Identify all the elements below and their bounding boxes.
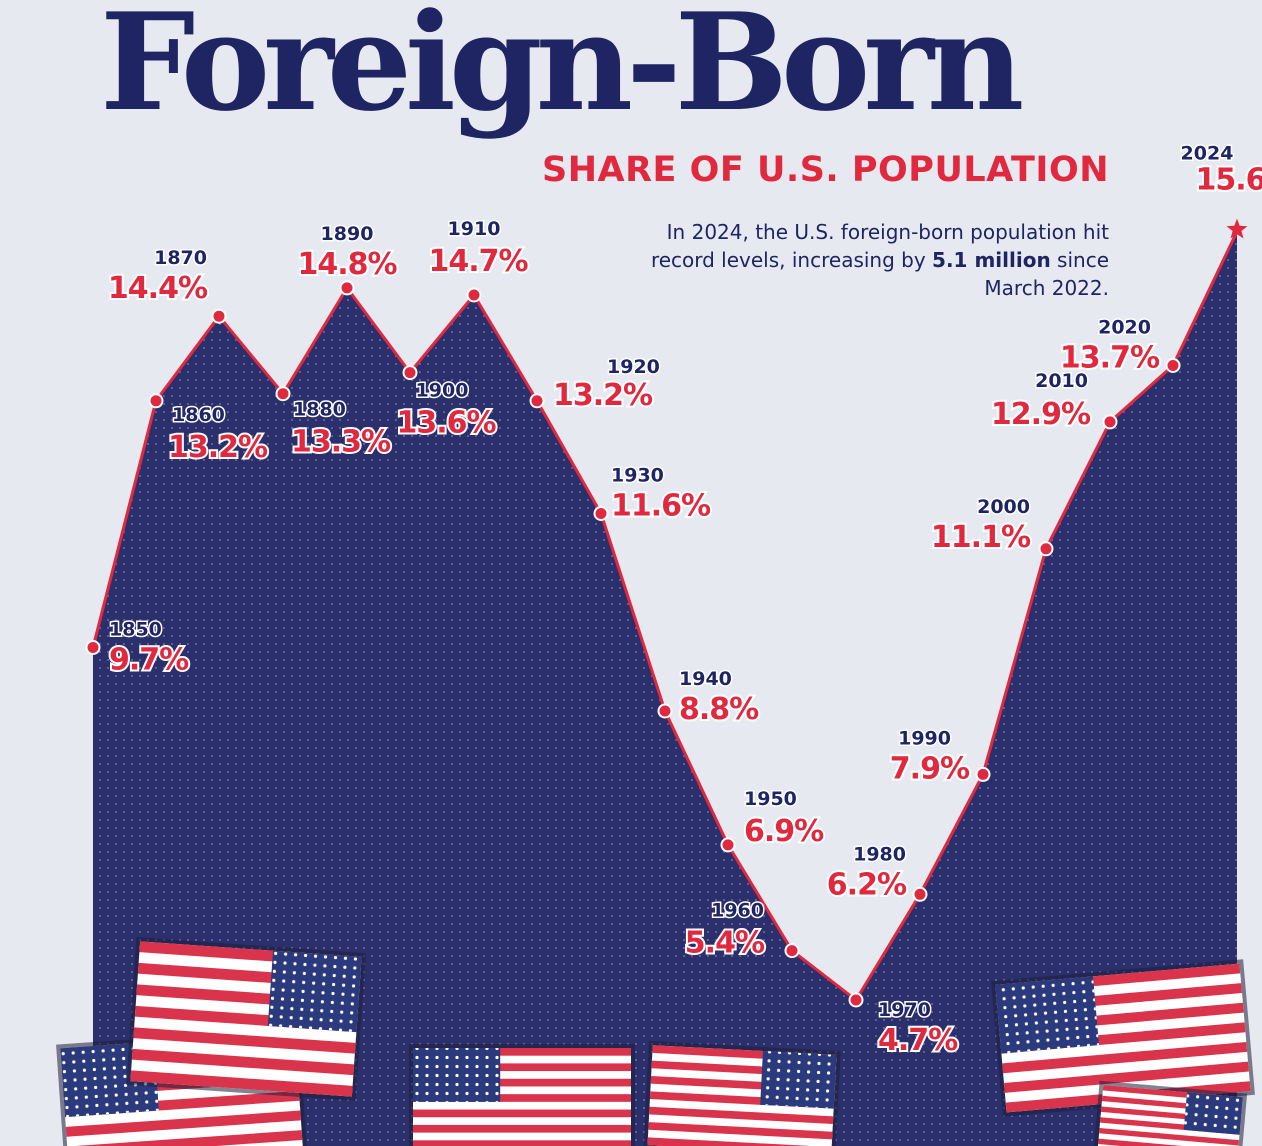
data-point-1940 <box>657 703 673 719</box>
year-label-1980: 1980 <box>853 843 906 865</box>
data-point-1960 <box>784 943 800 959</box>
data-point-1870 <box>211 308 227 324</box>
data-point-1890 <box>339 280 355 296</box>
year-label-2000: 2000 <box>977 496 1030 518</box>
flag-layer <box>56 937 1255 1146</box>
value-label-1920: 13.2% <box>553 378 653 413</box>
data-point-1850 <box>85 640 101 655</box>
data-point-1970 <box>848 992 864 1008</box>
area-texture <box>93 231 1237 1146</box>
data-point-1880 <box>275 386 291 402</box>
year-label-1920: 1920 <box>607 356 660 378</box>
us-flag-icon <box>991 959 1255 1117</box>
year-label-1950: 1950 <box>744 788 797 810</box>
value-label-2020: 13.7% <box>1060 341 1160 376</box>
year-label-2010: 2010 <box>1035 370 1088 392</box>
label-layer: 18509.7%186013.2%187014.4%188013.3%18901… <box>106 141 1262 1060</box>
data-point-2010 <box>1102 414 1118 430</box>
value-label-1990: 7.9% <box>890 751 970 786</box>
value-label-1980: 6.2% <box>827 867 907 902</box>
us-flag-icon <box>1092 1080 1248 1146</box>
us-flag-icon <box>409 1044 635 1146</box>
value-label-1930: 11.6% <box>611 489 711 524</box>
data-point-1920 <box>529 393 545 409</box>
data-point-1900 <box>402 365 418 381</box>
value-label-1850: 9.7% <box>109 643 189 678</box>
value-label-1950: 6.9% <box>744 814 824 849</box>
year-label-1870: 1870 <box>154 247 207 269</box>
year-label-1860: 1860 <box>172 404 225 426</box>
data-point-1910 <box>466 287 482 303</box>
year-label-1940: 1940 <box>679 668 732 690</box>
value-label-1890: 14.8% <box>297 247 397 282</box>
star-icon <box>1226 218 1248 239</box>
data-point-1930 <box>593 506 609 521</box>
note-highlight: 5.1 million <box>932 248 1051 272</box>
data-point-1860 <box>148 393 164 409</box>
us-flag-icon <box>126 937 366 1101</box>
year-label-1910: 1910 <box>448 218 501 240</box>
data-point-1980 <box>912 886 928 902</box>
year-label-1990: 1990 <box>898 727 951 749</box>
year-label-1850: 1850 <box>109 619 162 641</box>
year-label-1970: 1970 <box>878 999 931 1021</box>
value-label-1910: 14.7% <box>428 244 528 279</box>
value-label-2000: 11.1% <box>931 520 1031 555</box>
year-label-2020: 2020 <box>1098 317 1151 339</box>
data-point-2000 <box>1038 541 1054 557</box>
page-title: Foreign-Born <box>100 0 1024 141</box>
annotation-note: In 2024, the U.S. foreign-born populatio… <box>639 218 1109 302</box>
year-label-1900: 1900 <box>416 380 469 402</box>
value-label-2010: 12.9% <box>991 397 1091 432</box>
data-point-1950 <box>720 837 736 853</box>
note-text-start: In 2024, the U.S. foreign-born populatio… <box>650 220 1109 272</box>
value-label-1880: 13.3% <box>291 425 391 460</box>
value-label-1870: 14.4% <box>108 271 208 306</box>
area-layer <box>93 231 1237 1146</box>
value-label-1960: 5.4% <box>685 926 765 961</box>
data-point-1990 <box>975 766 991 782</box>
value-label-1970: 4.7% <box>878 1023 958 1058</box>
page-subtitle: SHARE OF U.S. POPULATION <box>542 150 1109 190</box>
year-label-1890: 1890 <box>321 223 374 245</box>
year-label-1960: 1960 <box>711 900 764 922</box>
value-label-1860: 13.2% <box>168 430 268 465</box>
value-label-1900: 13.6% <box>396 406 496 441</box>
year-label-1930: 1930 <box>611 465 664 487</box>
year-label-1880: 1880 <box>293 399 346 421</box>
year-label-2024: 2024 <box>1181 143 1234 165</box>
data-point-2020 <box>1165 358 1181 373</box>
value-label-1940: 8.8% <box>679 692 759 727</box>
us-flag-icon <box>643 1041 841 1146</box>
value-label-2024: 15.6% <box>1195 163 1262 198</box>
line-layer <box>85 218 1248 1008</box>
note-text-end: since March 2022. <box>984 248 1109 300</box>
